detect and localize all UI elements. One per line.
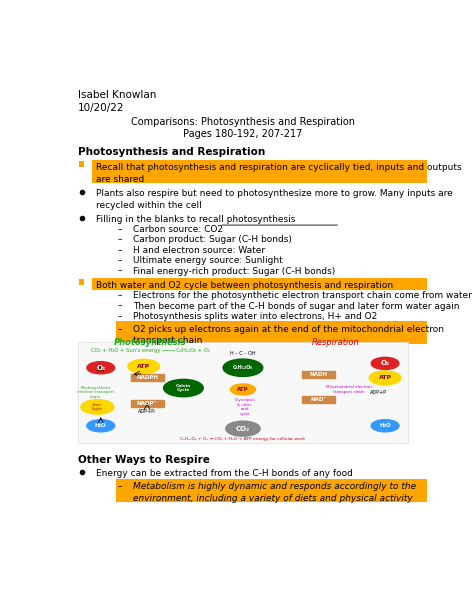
Text: Carbon source: CO2: Carbon source: CO2 <box>133 225 223 234</box>
Text: Electrons for the photosynthetic electron transport chain come from water: Electrons for the photosynthetic electro… <box>133 291 472 300</box>
Text: Metabolism is highly dynamic and responds accordingly to the: Metabolism is highly dynamic and respond… <box>133 482 416 492</box>
Text: O2 picks up electrons again at the end of the mitochondrial electron: O2 picks up electrons again at the end o… <box>133 325 444 333</box>
Text: –: – <box>118 291 122 300</box>
FancyBboxPatch shape <box>116 479 450 502</box>
Text: –: – <box>118 312 122 321</box>
FancyBboxPatch shape <box>78 341 408 443</box>
FancyBboxPatch shape <box>116 321 450 343</box>
Text: Energy can be extracted from the C-H bonds of any food: Energy can be extracted from the C-H bon… <box>96 469 353 478</box>
Bar <box>80 161 84 167</box>
Text: Ultimate energy source: Sunlight: Ultimate energy source: Sunlight <box>133 256 283 265</box>
Text: –: – <box>118 325 122 333</box>
Text: recycled within the cell: recycled within the cell <box>96 200 202 210</box>
Text: –: – <box>118 256 122 265</box>
FancyBboxPatch shape <box>92 161 430 183</box>
Text: Final energy-rich product: Sugar (C-H bonds): Final energy-rich product: Sugar (C-H bo… <box>133 267 335 276</box>
Text: –: – <box>118 246 122 255</box>
Text: H and electron source: Water: H and electron source: Water <box>133 246 265 255</box>
Text: Isabel Knowlan: Isabel Knowlan <box>78 90 156 100</box>
Text: Comparisons: Photosynthesis and Respiration: Comparisons: Photosynthesis and Respirat… <box>131 118 355 128</box>
Text: –: – <box>118 482 122 492</box>
Text: Photosynthesis and Respiration: Photosynthesis and Respiration <box>78 147 265 157</box>
Text: are shared: are shared <box>96 175 144 183</box>
Text: Recall that photosynthesis and respiration are cyclically tied, inputs and outpu: Recall that photosynthesis and respirati… <box>96 163 462 172</box>
Text: Both water and O2 cycle between photosynthesis and respiration: Both water and O2 cycle between photosyn… <box>96 281 393 290</box>
Text: –: – <box>118 235 122 245</box>
Text: 10/20/22: 10/20/22 <box>78 104 124 113</box>
Text: –: – <box>118 225 122 234</box>
Bar <box>80 280 84 285</box>
Text: –: – <box>118 302 122 311</box>
Text: Carbon product: Sugar (C-H bonds): Carbon product: Sugar (C-H bonds) <box>133 235 292 245</box>
Text: Photosynthesis splits water into electrons, H+ and O2: Photosynthesis splits water into electro… <box>133 312 377 321</box>
Text: environment, including a variety of diets and physical activity: environment, including a variety of diet… <box>133 494 412 503</box>
Text: Pages 180-192, 207-217: Pages 180-192, 207-217 <box>183 129 302 139</box>
FancyBboxPatch shape <box>92 278 430 290</box>
Text: –: – <box>118 267 122 276</box>
Text: Filling in the blanks to recall photosynthesis: Filling in the blanks to recall photosyn… <box>96 215 295 224</box>
Text: transport chain: transport chain <box>133 336 202 345</box>
Text: Plants also respire but need to photosynthesize more to grow. Many inputs are: Plants also respire but need to photosyn… <box>96 189 453 198</box>
Text: Other Ways to Respire: Other Ways to Respire <box>78 455 210 465</box>
Text: Then become part of the C-H bonds of sugar and later form water again: Then become part of the C-H bonds of sug… <box>133 302 459 311</box>
